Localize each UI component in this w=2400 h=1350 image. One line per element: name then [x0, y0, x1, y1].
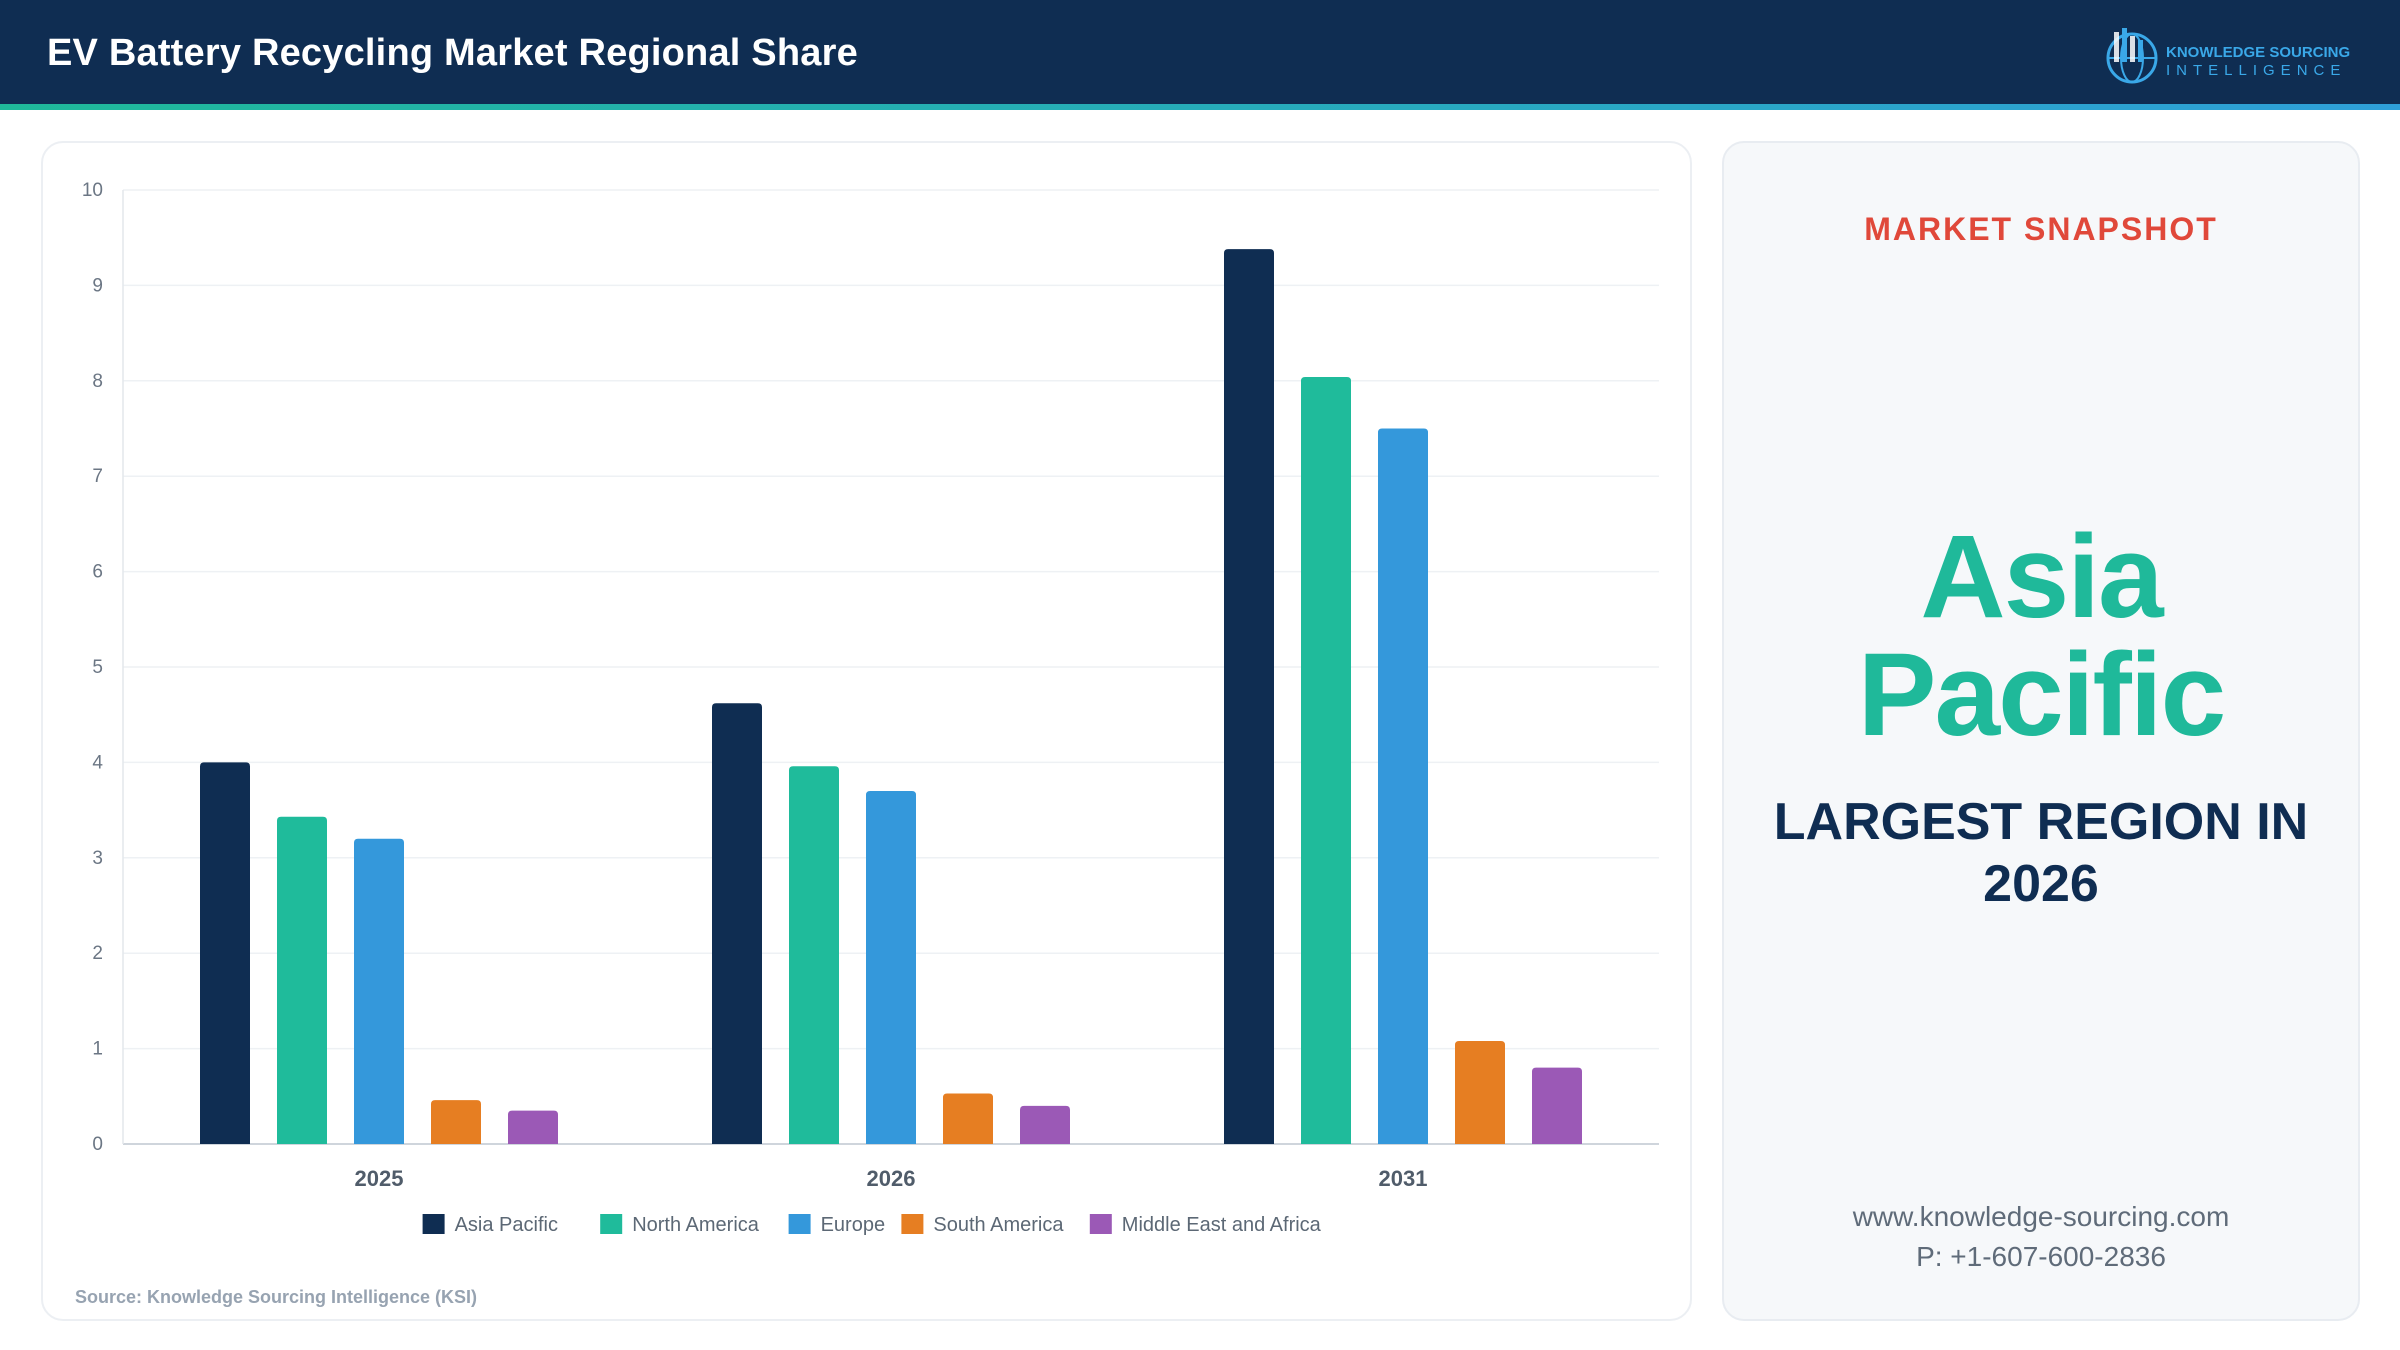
bar: [1378, 428, 1428, 1144]
header-bar: EV Battery Recycling Market Regional Sha…: [0, 0, 2400, 104]
y-tick-label: 3: [92, 848, 103, 869]
bar: [789, 766, 839, 1144]
logo-text-secondary: INTELLIGENCE: [2166, 62, 2347, 79]
page-title: EV Battery Recycling Market Regional Sha…: [47, 32, 858, 74]
bar: [1224, 249, 1274, 1144]
y-tick-label: 1: [92, 1039, 103, 1060]
bar: [1020, 1105, 1070, 1144]
legend-swatch: [600, 1214, 623, 1234]
legend-swatch: [788, 1214, 811, 1234]
chart-card: 0 1 2 3 4 5 6 7 8 9 10 2025 2026 2031 Asia Pacific Nort…: [41, 141, 1692, 1321]
x-tick-label: 2031: [1379, 1166, 1428, 1191]
bar: [508, 1110, 558, 1144]
x-tick-label: 2025: [355, 1166, 404, 1191]
globe-logo-icon: [2106, 28, 2158, 84]
market-snapshot-card: MARKET SNAPSHOT Asia Pacific LARGEST REG…: [1722, 141, 2360, 1321]
bar: [277, 816, 327, 1144]
y-tick-label: 10: [82, 180, 103, 201]
bar: [1301, 376, 1351, 1144]
legend-label: Asia Pacific: [455, 1214, 558, 1236]
website-link[interactable]: www.knowledge-sourcing.com: [1852, 1201, 2230, 1232]
logo-text-primary: KNOWLEDGE SOURCING: [2166, 44, 2351, 61]
source-note: Source: Knowledge Sourcing Intelligence …: [75, 1287, 478, 1307]
y-tick-label: 0: [92, 1134, 103, 1155]
bar: [200, 762, 250, 1144]
bar: [1455, 1040, 1505, 1144]
legend-label: North America: [632, 1214, 760, 1236]
snapshot-subtitle: LARGEST REGION IN 2026: [1773, 793, 2309, 913]
bar: [354, 838, 404, 1144]
y-tick-label: 7: [92, 466, 103, 487]
bar: [866, 791, 916, 1144]
legend-swatch: [422, 1214, 445, 1234]
bar: [431, 1100, 481, 1144]
y-tick-label: 4: [92, 752, 103, 773]
y-tick-label: 9: [92, 275, 103, 296]
bar: [943, 1093, 993, 1144]
snapshot-region: Asia Pacific: [1857, 511, 2226, 761]
header-accent-stripe: [0, 104, 2400, 110]
legend-label: Europe: [821, 1214, 886, 1236]
phone-number: P: +1-607-600-2836: [1916, 1241, 2166, 1272]
company-logo[interactable]: KNOWLEDGE SOURCING INTELLIGENCE: [2104, 24, 2364, 88]
x-tick-label: 2026: [867, 1166, 916, 1191]
y-tick-label: 6: [92, 562, 103, 583]
y-tick-label: 5: [92, 657, 103, 678]
bar: [712, 703, 762, 1144]
bar-chart: 0 1 2 3 4 5 6 7 8 9 10 2025 2026 2031 Asia Pacific Nort…: [82, 180, 1659, 1236]
snapshot-label: MARKET SNAPSHOT: [1864, 211, 2218, 247]
legend-swatch: [901, 1214, 924, 1234]
legend-label: South America: [933, 1214, 1064, 1236]
bar: [1532, 1067, 1582, 1144]
legend-label: Middle East and Africa: [1122, 1214, 1322, 1236]
y-tick-label: 2: [92, 943, 103, 964]
y-tick-label: 8: [92, 371, 103, 392]
legend-swatch: [1089, 1214, 1112, 1234]
